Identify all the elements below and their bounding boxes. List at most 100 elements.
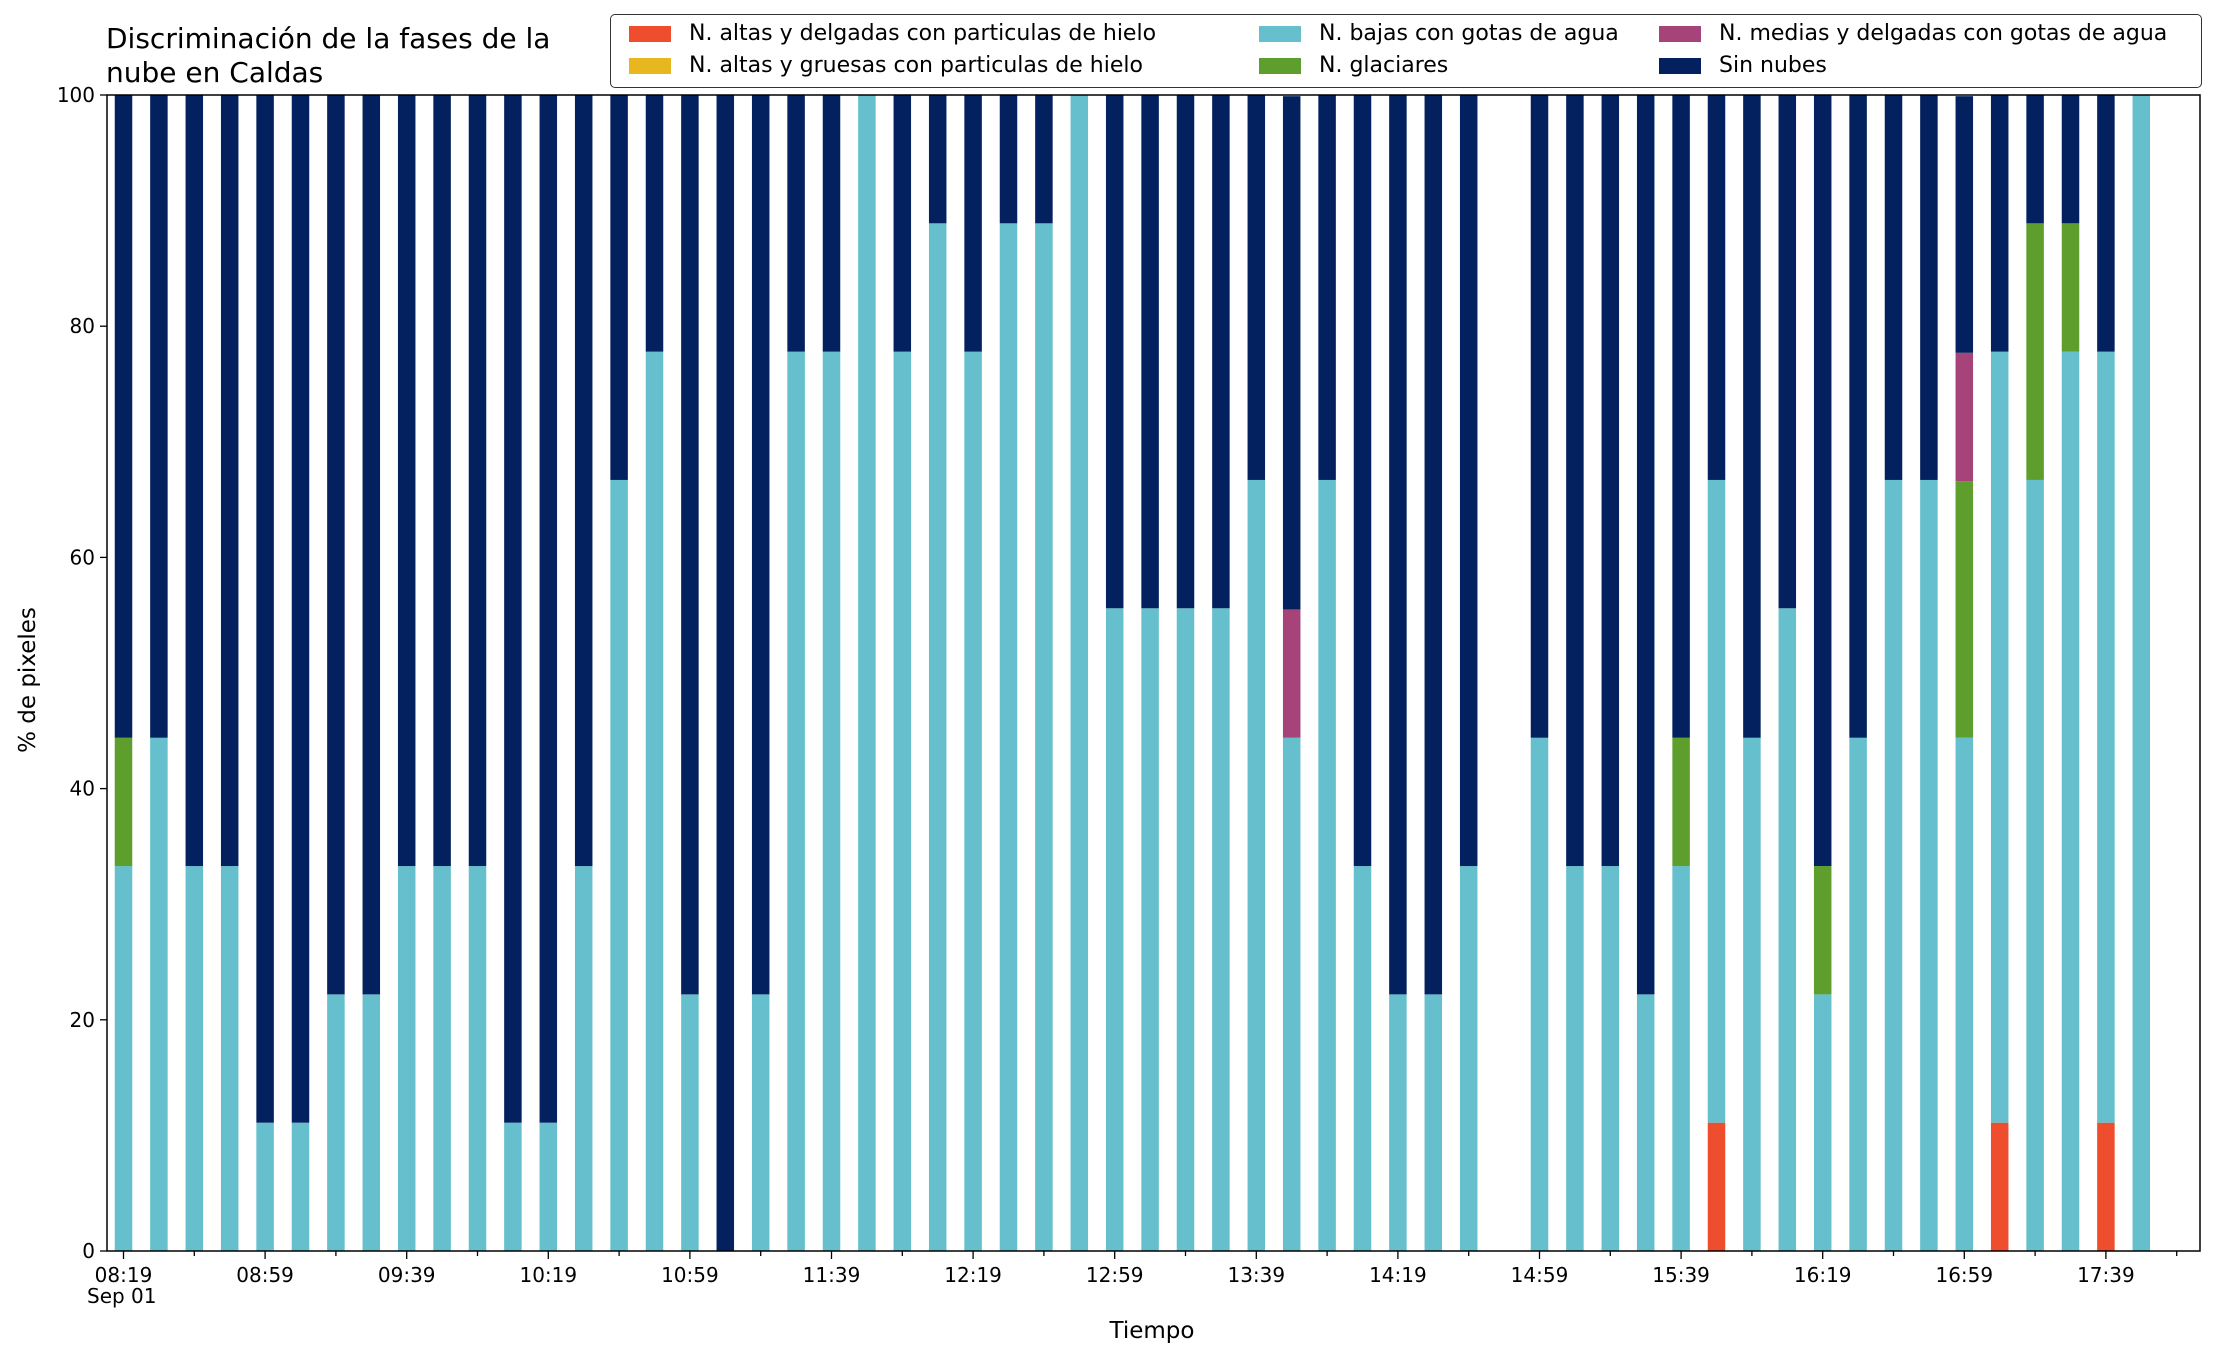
bar-segment (1743, 737, 1761, 1251)
bar-segment (327, 994, 345, 1251)
x-tick-label: 12:59 (1086, 1263, 1144, 1287)
bar-segment (1707, 479, 1726, 1123)
x-tick-label: 17:39 (2077, 1263, 2135, 1287)
bar-segment (1070, 95, 1089, 1251)
bar-segment (185, 95, 204, 867)
legend-item-n-bajas: N. bajas con gotas de agua (1259, 21, 1619, 46)
bar-segment (1707, 95, 1726, 480)
bar-segment (1566, 866, 1584, 1251)
bar-segment (1247, 479, 1266, 1251)
bar-segment (1955, 96, 1974, 353)
bar-segment (1318, 479, 1336, 1251)
bar-segment (1530, 95, 1549, 738)
bar-segment (1672, 95, 1690, 738)
y-axis-label: % de pixeles (15, 607, 41, 753)
bar-segment (1389, 994, 1407, 1251)
legend-item-n-altas-gruesas: N. altas y gruesas con particulas de hie… (629, 53, 1143, 78)
legend-item-n-glaciares: N. glaciares (1259, 53, 1448, 78)
bar-segment (1141, 608, 1159, 1251)
legend-item-n-altas-delgadas: N. altas y delgadas con particulas de hi… (629, 21, 1156, 46)
bar-segment (1459, 866, 1478, 1251)
bar-segment (1990, 351, 2009, 1123)
bar-segment (539, 1122, 558, 1251)
bar-segment (999, 223, 1018, 1251)
bar-segment (1353, 866, 1372, 1251)
bar-segment (1884, 479, 1903, 1251)
bar-segment (504, 95, 522, 1123)
x-tick-label: 08:19 (95, 1263, 153, 1287)
bar-segment (1282, 96, 1301, 610)
bar-segment (2061, 351, 2080, 1251)
bar-segment (610, 95, 628, 480)
bar-segment (114, 866, 133, 1251)
bar-segment (114, 95, 133, 738)
bar-segment (1105, 608, 1124, 1251)
bar-segment (1247, 95, 1266, 480)
bar-segment (1035, 95, 1053, 224)
bar-segment (114, 737, 133, 867)
bar-segment (928, 95, 947, 224)
bar-segment (2061, 223, 2080, 352)
bar-segment (1176, 608, 1195, 1251)
bar-segment (1813, 95, 1832, 867)
x-axis-date-label: Sep 01 (87, 1284, 157, 1308)
bar-segment (256, 1122, 274, 1251)
legend-swatch-n-bajas (1259, 25, 1301, 42)
bar-segment (362, 95, 381, 995)
bar-segment (433, 95, 451, 867)
bar-segment (1282, 737, 1301, 1251)
bar-segment (1141, 95, 1159, 609)
x-tick-label: 09:39 (378, 1263, 436, 1287)
bar-segment (1601, 866, 1620, 1251)
x-tick-label: 14:19 (1369, 1263, 1427, 1287)
bar-segment (1743, 95, 1761, 738)
x-tick-label: 08:59 (236, 1263, 294, 1287)
bar-segment (1282, 609, 1301, 738)
bar-segment (681, 95, 699, 995)
bar-segment (999, 95, 1018, 224)
x-tick-label: 15:39 (1652, 1263, 1710, 1287)
bar-segment (362, 994, 381, 1251)
x-tick-label: 12:19 (944, 1263, 1002, 1287)
bar-segment (822, 351, 841, 1251)
bar-segment (1176, 95, 1195, 609)
bar-segment (751, 994, 770, 1251)
bar-segment (1849, 95, 1867, 738)
bar-segment (150, 737, 168, 1251)
bar-segment (468, 95, 487, 867)
legend-swatch-sin-nubes (1659, 57, 1701, 74)
bar-segment (1672, 866, 1690, 1251)
bar-segment (1849, 737, 1867, 1251)
bar-segment (2132, 95, 2151, 1251)
bar-segment (1035, 223, 1053, 1251)
bars-group (114, 95, 2151, 1251)
legend-item-n-medias: N. medias y delgadas con gotas de agua (1659, 21, 2167, 46)
bar-segment (1955, 352, 1974, 482)
bar-segment (964, 351, 982, 1251)
bar-segment (1778, 608, 1797, 1251)
bar-segment (1813, 866, 1832, 995)
bar-segment (681, 994, 699, 1251)
bar-segment (291, 1122, 310, 1251)
y-tick-label: 20 (70, 1008, 95, 1032)
chart-title: Discriminación de la fases de la nube en… (106, 22, 626, 90)
bar-segment (787, 95, 805, 352)
bar-segment (1920, 95, 1938, 480)
bar-segment (1990, 95, 2009, 352)
x-axis-label: Tiempo (1109, 1318, 1195, 1344)
bar-segment (1566, 95, 1584, 867)
bar-segment (610, 479, 628, 1251)
bar-segment (1459, 95, 1478, 867)
bar-segment (645, 351, 664, 1251)
bar-segment (2097, 95, 2115, 352)
bar-segment (291, 95, 310, 1123)
chart-title-line-2: nube en Caldas (106, 56, 324, 89)
bar-segment (1424, 994, 1443, 1251)
legend-label-n-altas-delgadas: N. altas y delgadas con particulas de hi… (689, 21, 1157, 46)
bar-segment (716, 95, 735, 1251)
bar-segment (893, 95, 912, 352)
bar-segment (539, 95, 558, 1123)
x-tick-label: 16:19 (1794, 1263, 1852, 1287)
bar-segment (1353, 95, 1372, 867)
